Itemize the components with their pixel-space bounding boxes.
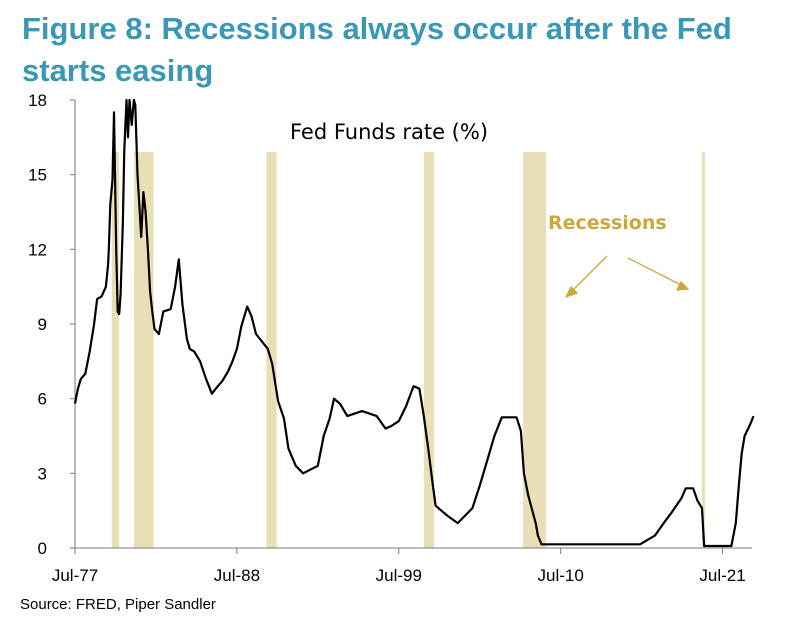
recession-band-4	[423, 152, 435, 548]
series-label: Fed Funds rate (%)	[290, 120, 488, 144]
y-tick-label-0: 0	[38, 539, 47, 558]
y-tick-label-12: 12	[28, 240, 47, 259]
recession-arrow-right	[627, 257, 690, 291]
recessions-label: Recessions	[548, 212, 667, 234]
recession-band-2	[133, 152, 154, 548]
x-tick-label-jul-10: Jul-10	[538, 566, 584, 585]
recession-arrow-left	[564, 255, 608, 299]
recession-band-6	[701, 152, 705, 548]
recession-bands	[111, 152, 705, 548]
recession-band-5	[523, 152, 546, 548]
x-tick-label-jul-88: Jul-88	[214, 566, 260, 585]
y-tick-label-15: 15	[28, 166, 47, 185]
y-tick-label-6: 6	[38, 390, 47, 409]
source-note: Source: FRED, Piper Sandler	[20, 596, 216, 613]
x-tick-label-jul-99: Jul-99	[376, 566, 422, 585]
x-tick-labels: Jul-77 Jul-88 Jul-99 Jul-10 Jul-21	[52, 566, 746, 585]
y-tick-label-9: 9	[38, 315, 47, 334]
y-tick-label-18: 18	[28, 91, 47, 110]
y-tick-label-3: 3	[38, 464, 47, 483]
recession-band-3	[266, 152, 277, 548]
axis-ticks	[70, 99, 724, 554]
fed-funds-line	[73, 98, 755, 548]
figure-title: Figure 8: Recessions always occur after …	[22, 11, 732, 88]
x-tick-label-jul-21: Jul-21	[699, 566, 745, 585]
y-tick-labels: 0 3 6 9 12 15 18	[28, 91, 47, 558]
recession-band-1	[111, 152, 120, 548]
x-tick-label-jul-77: Jul-77	[52, 566, 98, 585]
